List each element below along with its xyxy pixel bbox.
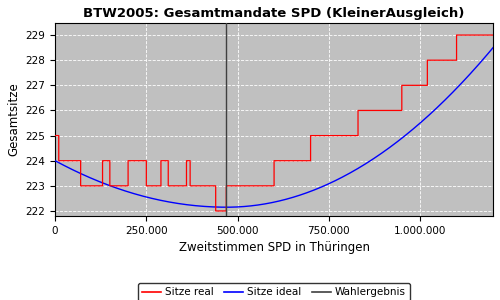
Title: BTW2005: Gesamtmandate SPD (KleinerAusgleich): BTW2005: Gesamtmandate SPD (KleinerAusgl…: [84, 7, 465, 20]
Y-axis label: Gesamtsitze: Gesamtsitze: [7, 82, 20, 156]
Legend: Sitze real, Sitze ideal, Wahlergebnis: Sitze real, Sitze ideal, Wahlergebnis: [138, 283, 410, 300]
X-axis label: Zweitstimmen SPD in Thüringen: Zweitstimmen SPD in Thüringen: [178, 241, 370, 254]
